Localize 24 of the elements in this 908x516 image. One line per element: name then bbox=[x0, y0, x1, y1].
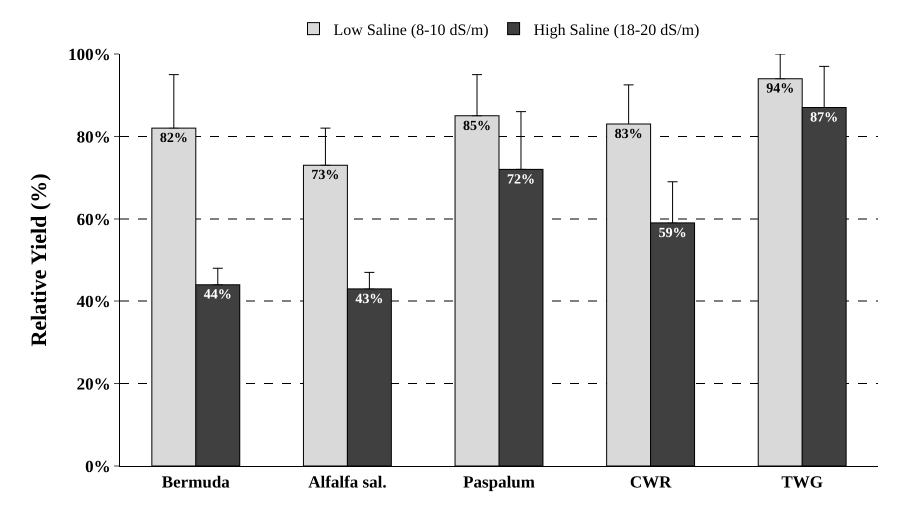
data-label: 83% bbox=[614, 127, 643, 142]
y-tick-label: 100% bbox=[68, 44, 111, 64]
legend-label: Low Saline (8-10 dS/m) bbox=[334, 22, 489, 39]
y-tick-label: 80% bbox=[76, 127, 111, 146]
data-label: 85% bbox=[463, 118, 492, 134]
x-tick-label: Alfalfa sal. bbox=[308, 472, 387, 492]
data-label: 73% bbox=[311, 168, 340, 184]
x-tick-label: CWR bbox=[630, 472, 672, 492]
data-label: 43% bbox=[355, 292, 384, 307]
y-tick-label: 0% bbox=[85, 456, 111, 476]
data-label: 72% bbox=[506, 172, 535, 188]
legend-label: High Saline (18-20 dS/m) bbox=[534, 22, 700, 39]
data-label: 94% bbox=[766, 82, 794, 97]
data-label: 82% bbox=[160, 131, 188, 146]
x-tick-label: TWG bbox=[781, 472, 823, 492]
x-tick-label: Paspalum bbox=[463, 472, 535, 492]
data-label: 59% bbox=[658, 226, 687, 241]
data-label: 44% bbox=[204, 288, 232, 303]
x-tick-label: Bermuda bbox=[162, 472, 230, 492]
y-tick-label: 40% bbox=[76, 292, 111, 312]
y-tick-label: 60% bbox=[76, 210, 111, 229]
data-label: 87% bbox=[810, 110, 838, 126]
y-axis-title: Relative Yield (%) bbox=[26, 173, 51, 347]
y-tick-label: 20% bbox=[76, 374, 111, 394]
